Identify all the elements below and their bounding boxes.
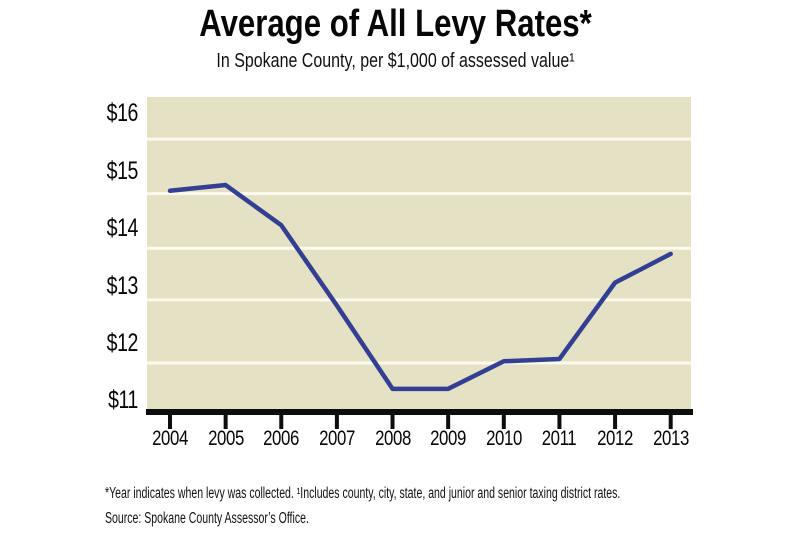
x-axis-line bbox=[146, 409, 693, 415]
plot-area bbox=[147, 97, 691, 409]
chart-subtitle: In Spokane County, per $1,000 of assesse… bbox=[216, 50, 575, 72]
y-tick-label: $12 bbox=[106, 328, 139, 357]
x-tick-label: 2013 bbox=[652, 427, 689, 450]
x-axis-tick bbox=[223, 415, 228, 429]
x-axis-tick bbox=[334, 415, 339, 429]
x-tick-label: 2004 bbox=[152, 427, 188, 450]
x-tick-label: 2011 bbox=[542, 427, 577, 450]
x-axis-tick bbox=[168, 415, 172, 429]
footnote-note: *Year indicates when levy was collected.… bbox=[105, 485, 621, 502]
levy-rate-line bbox=[167, 182, 673, 392]
y-tick-label: $15 bbox=[106, 156, 139, 185]
y-tick-label: $11 bbox=[108, 386, 138, 415]
y-tick-label: $14 bbox=[106, 214, 139, 243]
y-tick-label: $16 bbox=[106, 99, 139, 128]
x-tick-label: 2005 bbox=[207, 427, 244, 450]
x-axis-tick bbox=[557, 415, 562, 429]
x-tick-label: 2007 bbox=[319, 427, 355, 450]
x-tick-label: 2012 bbox=[597, 427, 633, 450]
x-axis-tick bbox=[668, 415, 673, 429]
x-axis-tick bbox=[446, 415, 451, 429]
x-axis-tick bbox=[613, 415, 618, 429]
y-tick-label: $13 bbox=[106, 271, 139, 300]
footnote: *Year indicates when levy was collected.… bbox=[105, 481, 620, 531]
x-tick-label: 2006 bbox=[263, 427, 300, 450]
x-tick-label: 2010 bbox=[485, 427, 522, 450]
footnote-source: Source: Spokane County Assessor’s Office… bbox=[105, 510, 309, 527]
chart-title: Average of All Levy Rates* bbox=[199, 3, 592, 45]
x-axis-tick bbox=[501, 415, 506, 429]
x-tick-label: 2009 bbox=[430, 427, 467, 450]
x-axis-tick bbox=[279, 415, 284, 429]
x-tick-label: 2008 bbox=[374, 427, 411, 450]
x-axis-tick bbox=[390, 415, 395, 429]
